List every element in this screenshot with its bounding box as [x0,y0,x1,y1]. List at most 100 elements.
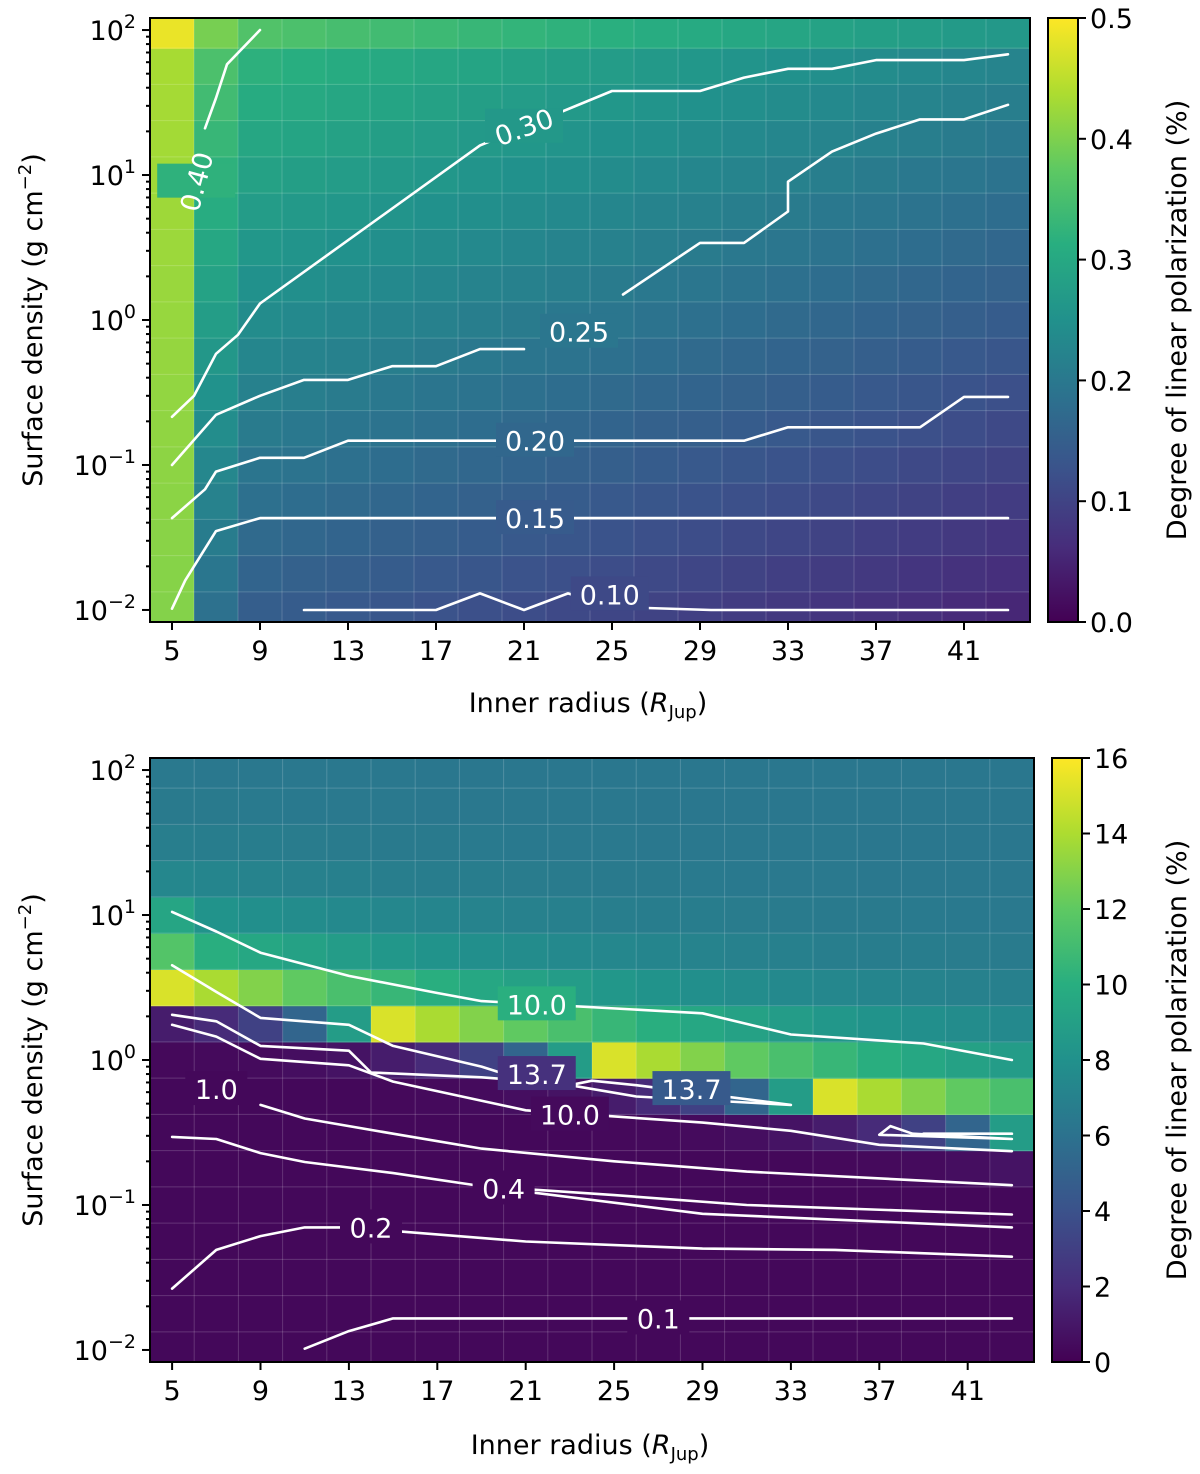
heatmap-cell [238,788,284,826]
heatmap-cell [238,156,283,194]
heatmap-cell [898,18,943,49]
top-y-ticks: 102 101 100 10−1 10−2 [74,11,150,627]
heatmap-cell [857,1259,902,1297]
heatmap-cell [680,1114,726,1152]
heatmap-cell [326,555,371,593]
heatmap-cell [854,193,899,230]
colorbar-tick-label: 2 [1094,1273,1111,1304]
contour-label: 0.1 [637,1304,680,1335]
heatmap-cell [813,758,858,789]
top-panel: 0.100.150.200.250.300.40 5 9 13 17 21 25 29 33 3… [15,4,1193,723]
heatmap-cell [901,933,947,970]
heatmap-cell [766,483,811,520]
heatmap-cell [680,1186,726,1224]
heatmap-cell [986,483,1031,520]
heatmap-cell [722,446,767,484]
heatmap-cell [986,156,1031,194]
heatmap-cell [810,555,855,593]
heatmap-cell [238,120,283,158]
heatmap-cell [282,301,327,339]
heatmap-cell [636,1223,681,1260]
x-tick-label: 25 [595,636,629,667]
heatmap-cell [986,410,1031,448]
heatmap-cell [326,933,372,970]
heatmap-cell [942,229,987,267]
heatmap-cell [414,301,459,339]
heatmap-cell [592,1005,637,1043]
heatmap-cell [898,374,943,412]
heatmap-cell [945,860,991,898]
heatmap-cell [150,1223,195,1260]
heatmap-cell [854,591,899,623]
bottom-colorbar-label: Degree of linear polarization (%) [1162,840,1193,1280]
heatmap-cell [986,301,1031,339]
heatmap-cell [636,933,681,970]
heatmap-cell [370,265,415,303]
heatmap-cell [813,896,858,934]
heatmap-cell [678,265,723,303]
heatmap-cell [768,860,814,898]
heatmap-cell [854,555,899,593]
heatmap-cell [238,410,283,448]
heatmap-cell [590,120,635,158]
y-tick-label: 101 [90,896,136,932]
heatmap-cell [592,758,637,789]
y-tick-label: 102 [90,11,136,47]
contour-label: 0.15 [505,504,565,535]
heatmap-cell [680,860,726,898]
heatmap-cell [459,758,505,789]
heatmap-cell [854,519,899,557]
heatmap-cell [857,758,902,789]
heatmap-cell [194,265,239,303]
heatmap-cell [766,519,811,557]
heatmap-cell [194,1259,239,1297]
heatmap-cell [592,933,637,970]
heatmap-cell [547,1331,593,1363]
heatmap-cell [282,483,327,520]
heatmap-cell [768,758,814,789]
heatmap-cell [370,84,415,122]
heatmap-cell [150,896,195,934]
heatmap-cell [458,555,503,593]
heatmap-cell [150,265,195,303]
y-tick-label: 10−2 [74,1331,136,1367]
heatmap-cell [150,555,195,593]
heatmap-cell [415,788,460,826]
heatmap-cell [238,824,284,862]
heatmap-cell [282,1114,328,1152]
heatmap-cell [150,338,195,375]
heatmap-cell [458,591,503,623]
heatmap-cell [678,48,723,86]
heatmap-cell [282,758,328,789]
heatmap-cell [371,1078,416,1115]
heatmap-cell [371,824,416,862]
heatmap-cell [194,1295,239,1333]
heatmap-cell [724,1331,770,1363]
x-tick-label: 25 [597,1376,631,1407]
heatmap-cell [986,446,1031,484]
heatmap-cell [634,193,679,230]
heatmap-cell [945,1331,991,1363]
heatmap-cell [636,758,681,789]
heatmap-cell [150,1150,195,1188]
heatmap-cell [901,860,947,898]
heatmap-cell [459,1223,505,1260]
heatmap-cell [989,896,1035,934]
contour-line-0.4b [480,1184,1014,1229]
colorbar-tick-label: 4 [1094,1197,1111,1228]
bottom-contours [170,910,1014,1350]
heatmap-cell [458,18,503,49]
heatmap-cell [901,896,947,934]
x-tick-label: 13 [332,1376,366,1407]
heatmap-cell [857,1078,902,1115]
heatmap-cell [678,18,723,49]
heatmap-cell [370,120,415,158]
heatmap-cell [678,519,723,557]
heatmap-cell [414,374,459,412]
heatmap-cell [194,1186,239,1224]
heatmap-cell [724,969,770,1007]
heatmap-cell [238,758,284,789]
heatmap-cell [502,301,547,339]
heatmap-cell [989,824,1035,862]
heatmap-cell [503,788,549,826]
